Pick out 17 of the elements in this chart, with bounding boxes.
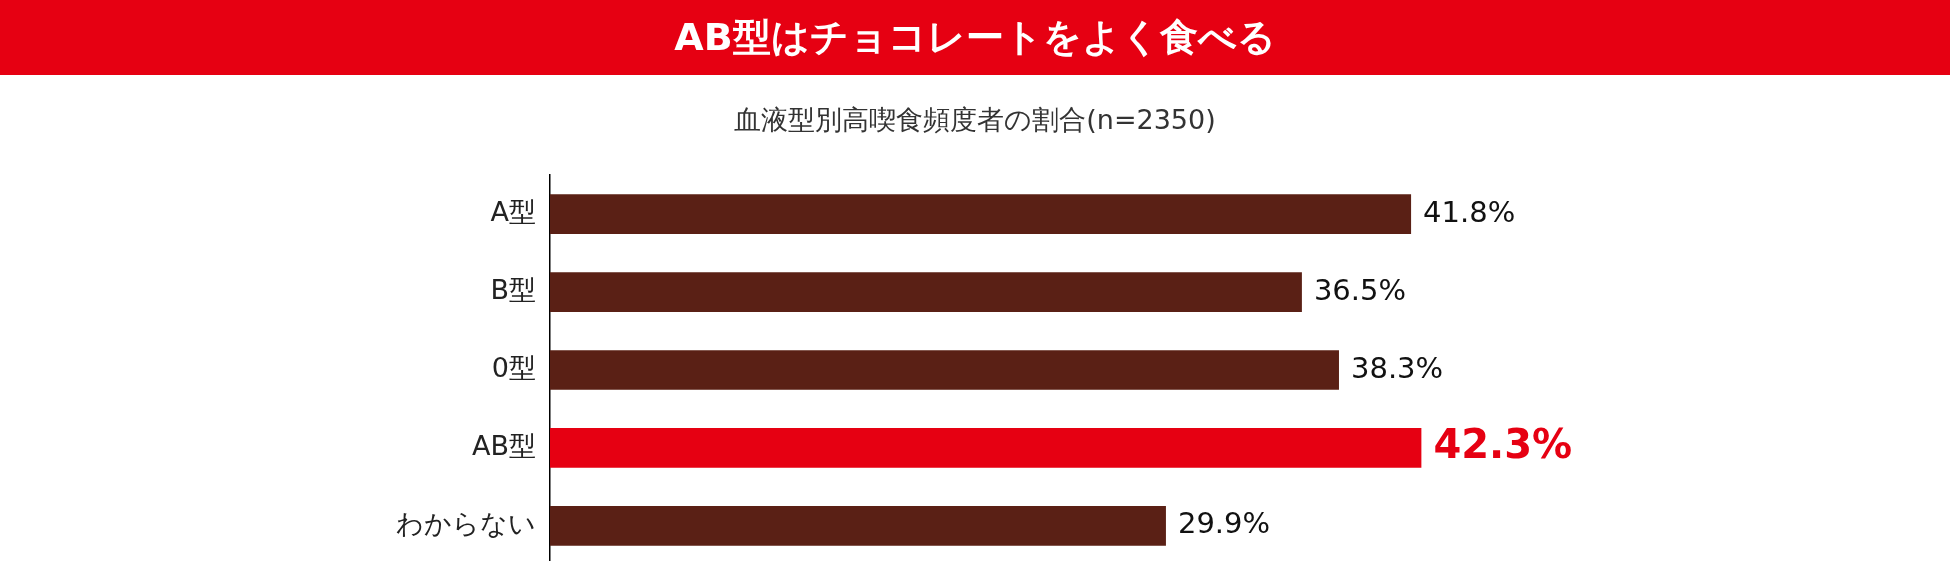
- y-tick-label: A型: [490, 196, 536, 228]
- y-tick-label: B型: [490, 274, 536, 306]
- data-label: 29.9%: [1177, 506, 1271, 541]
- bar: [550, 194, 1412, 235]
- bar: [550, 350, 1339, 390]
- data-label: 41.8%: [1423, 194, 1516, 229]
- data-label: 42.3%: [1433, 421, 1573, 468]
- data-label: 36.5%: [1313, 272, 1407, 307]
- y-tick-label: わからない: [396, 507, 536, 539]
- bar: [550, 272, 1302, 312]
- chart-subtitle: 血液型別高喫食頻度者の割合(n=2350): [733, 103, 1217, 137]
- chart-title: AB型はチョコレートをよく食べる: [0, 0, 1950, 75]
- data-label: 38.3%: [1350, 350, 1444, 385]
- y-tick-label: AB型: [472, 429, 536, 461]
- y-tick-label: 0型: [491, 352, 536, 384]
- bar: [550, 505, 1166, 546]
- bar: [550, 428, 1422, 468]
